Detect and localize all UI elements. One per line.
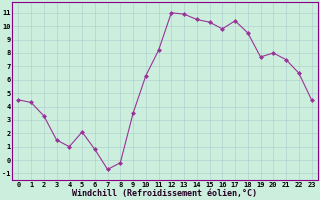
X-axis label: Windchill (Refroidissement éolien,°C): Windchill (Refroidissement éolien,°C) — [72, 189, 258, 198]
